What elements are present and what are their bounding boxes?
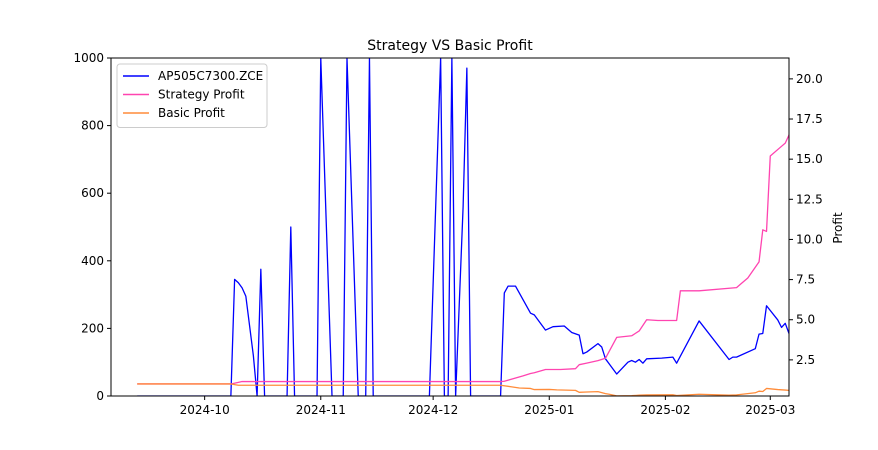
y-right-tick-label: 2.5: [796, 353, 815, 367]
axes: 2024-10 2024-11 2024-12 2025-01 2025-02 2025-…: [73, 51, 822, 417]
plot-frame: [110, 57, 790, 397]
y-left-tick-label: 1000: [73, 51, 104, 65]
series-line-1: [137, 129, 789, 385]
y-left-tick-label: 200: [81, 321, 104, 335]
x-tick-label: 2025-02: [640, 403, 690, 417]
legend: AP505C7300.ZCE Strategy Profit Basic Profi…: [116, 63, 268, 128]
x-tick-label: 2024-10: [180, 403, 230, 417]
x-tick-label: 2024-11: [296, 403, 346, 417]
x-tick-label: 2025-01: [524, 403, 574, 417]
y-right-tick-label: 10.0: [796, 232, 823, 246]
y-right-tick-label: 7.5: [796, 273, 815, 287]
series-line-0: [137, 58, 789, 396]
chart-title: Strategy VS Basic Profit: [367, 38, 533, 54]
y-right-tick-label: 5.0: [796, 313, 815, 327]
y-left-tick-label: 600: [81, 186, 104, 200]
legend-box: [116, 63, 268, 128]
x-tick-label: 2025-03: [745, 403, 795, 417]
plot-area: [137, 58, 789, 396]
legend-label: Basic Profit: [158, 106, 225, 120]
y-left-tick-label: 0: [96, 389, 104, 403]
legend-label: AP505C7300.ZCE: [158, 69, 263, 83]
y-left-tick-label: 800: [81, 119, 104, 133]
y-right-tick-label: 15.0: [796, 152, 823, 166]
y-right-tick-label: 12.5: [796, 192, 823, 206]
legend-label: Strategy Profit: [158, 88, 245, 102]
series-line-2: [137, 383, 789, 396]
y-right-tick-label: 20.0: [796, 72, 823, 86]
y-right-tick-label: 17.5: [796, 112, 823, 126]
y-axis-right-label: Profit: [831, 212, 845, 244]
x-tick-label: 2024-12: [408, 403, 458, 417]
y-left-tick-label: 400: [81, 254, 104, 268]
